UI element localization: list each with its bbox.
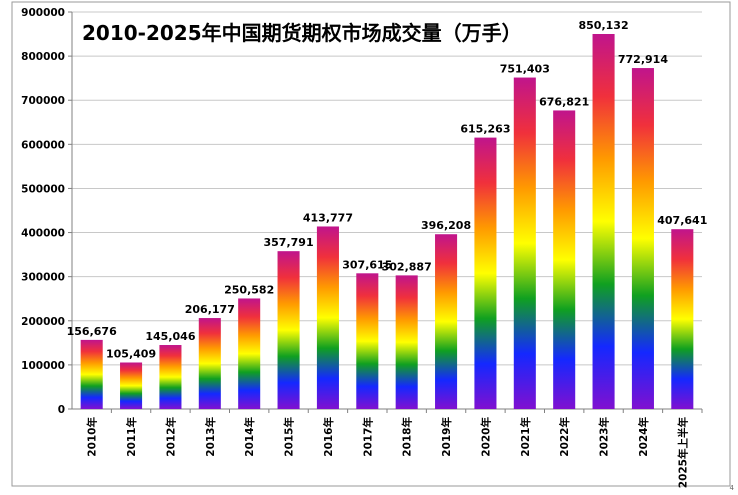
bar (198, 318, 221, 409)
bar (435, 234, 458, 409)
value-labels: 156,676 105,409 145,046 206,177 250,582 357,7… (67, 19, 708, 361)
data-label: 676,821 (539, 95, 589, 108)
data-label: 156,676 (67, 325, 117, 338)
data-label: 357,791 (264, 236, 314, 249)
bar (80, 339, 103, 409)
corner-mark: 4 (730, 484, 735, 492)
x-tick-label: 2017年 (361, 417, 374, 457)
x-tick-label: 2011年 (125, 417, 138, 457)
data-label: 850,132 (579, 19, 629, 32)
bar (631, 68, 654, 409)
y-tick-label: 500000 (21, 183, 65, 195)
bar (513, 77, 536, 409)
bar (474, 137, 497, 409)
x-tick-label: 2016年 (322, 417, 335, 457)
y-tick-label: 800000 (21, 51, 65, 63)
bar (238, 298, 261, 409)
x-tick-label: 2020年 (479, 417, 492, 457)
x-tick-label: 2019年 (440, 417, 453, 457)
y-tick-label: 100000 (21, 360, 65, 372)
data-label: 396,208 (421, 219, 471, 232)
x-tick-label: 2025年上半年 (676, 417, 689, 489)
data-label: 407,641 (657, 214, 707, 227)
bar (120, 362, 143, 409)
bar (316, 226, 339, 409)
data-label: 302,887 (382, 260, 432, 273)
x-tick-label: 2012年 (164, 417, 177, 457)
bar (395, 275, 418, 409)
y-tick-label: 900000 (21, 7, 65, 19)
y-tick-label: 400000 (21, 228, 65, 240)
x-tick-label: 2018年 (401, 417, 414, 457)
x-tick-label: 2015年 (283, 417, 296, 457)
bar (671, 229, 694, 409)
x-tick-label: 2023年 (598, 417, 611, 457)
bar (592, 33, 615, 410)
data-label: 307,615 (342, 258, 392, 271)
data-label: 413,777 (303, 211, 353, 224)
data-label: 145,046 (145, 330, 195, 343)
bar (356, 273, 379, 409)
data-label: 250,582 (224, 283, 274, 296)
bar (159, 345, 182, 409)
x-tick-label: 2013年 (204, 417, 217, 457)
y-tick-label: 300000 (21, 272, 65, 284)
y-tick-label: 700000 (21, 95, 65, 107)
data-label: 206,177 (185, 303, 235, 316)
x-tick-label: 2014年 (243, 417, 256, 457)
data-label: 105,409 (106, 348, 156, 361)
y-tick-label: 200000 (21, 316, 65, 328)
bar (553, 110, 576, 409)
data-label: 751,403 (500, 63, 550, 76)
chart-frame (11, 1, 731, 487)
x-axis-ticks: 2010年 2011年 2012年 2013年 2014年 2015年 2016年 2017年… (86, 409, 703, 489)
data-label: 772,914 (618, 53, 668, 66)
x-tick-label: 2024年 (637, 417, 650, 457)
chart-title: 2010-2025年中国期货期权市场成交量（万手） (82, 21, 522, 45)
x-tick-label: 2021年 (519, 417, 532, 457)
y-tick-label: 600000 (21, 139, 65, 151)
x-tick-label: 2022年 (558, 417, 571, 457)
y-tick-label: 0 (58, 404, 65, 416)
data-label: 615,263 (460, 123, 510, 136)
x-tick-label: 2010年 (86, 417, 99, 457)
y-axis-ticks: 0 100000 200000 300000 400000 500000 600000 700… (21, 7, 72, 416)
bars (80, 33, 694, 410)
bar (277, 251, 300, 409)
